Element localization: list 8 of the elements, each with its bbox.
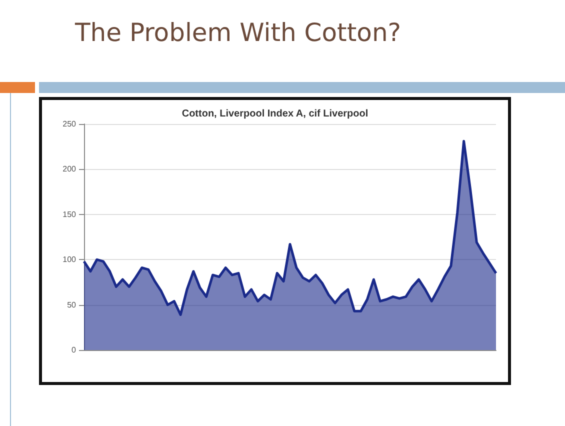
chart-subtitle: Cotton, Liverpool Index A, cif Liverpool xyxy=(182,108,368,120)
y-tick-label: 250 xyxy=(62,120,77,128)
y-tick-label: 150 xyxy=(62,210,77,219)
y-tick-label: 200 xyxy=(62,164,77,174)
y-tick-label: 0 xyxy=(72,346,77,354)
y-tick-label: 50 xyxy=(67,300,77,310)
chart-title: The Problem With Cotton? xyxy=(75,18,402,48)
y-tick-label: 100 xyxy=(62,255,77,264)
